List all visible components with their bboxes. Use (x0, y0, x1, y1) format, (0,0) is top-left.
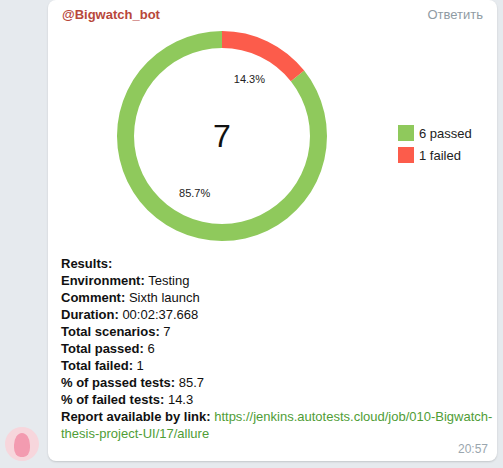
svg-text:1 failed: 1 failed (419, 148, 461, 163)
html-text:Total scenarios: 7: Total scenarios: 7 (61, 324, 171, 339)
html-text:Total passed: 6: Total passed: 6 (61, 341, 155, 356)
svg-text:85.7%: 85.7% (179, 187, 210, 199)
svg-text:14.3%: 14.3% (234, 73, 265, 85)
svg-text:7: 7 (213, 118, 231, 154)
html-text:Ответить: Ответить (427, 7, 483, 22)
html-text:Environment: Testing: Environment: Testing (61, 273, 190, 288)
html-text:Comment: Sixth launch: Comment: Sixth launch (61, 290, 200, 305)
svg-text:6 passed: 6 passed (419, 126, 472, 141)
html-text:Duration: 00:02:37.668: Duration: 00:02:37.668 (61, 307, 199, 322)
html-text:% of passed tests: 85.7: % of passed tests: 85.7 (61, 375, 205, 390)
html-text:20:57: 20:57 (458, 442, 488, 456)
html-text:Results:: Results: (61, 256, 113, 271)
html-text:% of failed tests: 14.3: % of failed tests: 14.3 (61, 392, 194, 407)
html-text:@Bigwatch_bot: @Bigwatch_bot (62, 7, 160, 22)
html-text:Report available by link: http: Report available by link: https://jenkin… (61, 409, 493, 441)
html-text:Total failed: 1: Total failed: 1 (61, 358, 144, 373)
